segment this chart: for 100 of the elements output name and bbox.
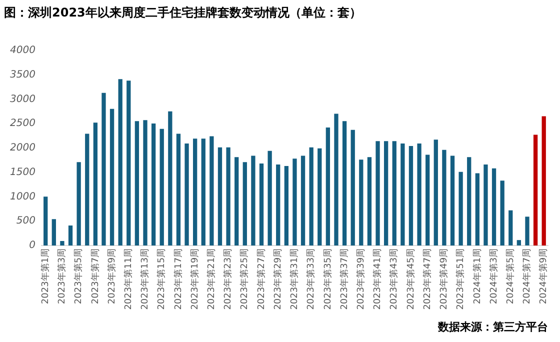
x-tick-label: 2024年第9周 — [538, 248, 550, 304]
bar — [408, 146, 414, 246]
bar — [442, 150, 446, 246]
x-tick-label: 2023年第45周 — [405, 248, 416, 310]
bar — [516, 240, 522, 246]
y-tick-label: 4000 — [10, 44, 36, 56]
bar — [218, 147, 222, 246]
bar — [102, 92, 106, 246]
x-tick-label: 2023年第7周 — [90, 248, 101, 304]
bar — [143, 120, 148, 246]
bar — [334, 114, 338, 246]
bar — [85, 134, 90, 246]
x-tick-label: 2023年第21周 — [206, 248, 218, 310]
bar — [450, 156, 455, 246]
bar — [309, 147, 314, 246]
bar — [508, 210, 513, 246]
x-tick-label: 2023年第9周 — [106, 248, 118, 304]
y-tick-label: 2000 — [10, 142, 36, 154]
bar — [384, 141, 388, 246]
y-tick-label: 1000 — [10, 191, 36, 202]
x-tick-label: 2023年第11周 — [122, 248, 134, 310]
x-tick-label: 2023年第41周 — [372, 248, 384, 310]
bar — [268, 150, 272, 246]
x-tick-label: 2023年第39周 — [356, 248, 366, 310]
source-note: 数据来源：第三方平台 — [437, 320, 548, 334]
x-tick-label: 2023年第37周 — [338, 248, 350, 310]
bar — [201, 138, 206, 246]
bar — [210, 136, 214, 246]
bar — [467, 157, 472, 246]
x-tick-label: 2023年第27周 — [256, 248, 267, 310]
x-tick-label: 2023年第19周 — [189, 248, 200, 310]
bar — [52, 219, 56, 246]
x-tick-label: 2023年第23周 — [222, 248, 234, 310]
bar — [76, 162, 81, 246]
bar — [326, 127, 330, 246]
bar — [60, 241, 64, 246]
x-tick-label: 2023年第29周 — [272, 248, 284, 310]
chart-title: 图：深圳2023年以来周度二手住宅挂牌套数变动情况（单位：套） — [4, 5, 362, 20]
bar — [475, 173, 480, 246]
bar — [500, 180, 504, 246]
bar — [426, 154, 430, 246]
bar — [242, 162, 247, 246]
bar — [318, 148, 322, 246]
bar — [542, 116, 546, 246]
x-tick-label: 2023年第5周 — [73, 248, 84, 304]
y-tick-label: 2500 — [10, 118, 36, 130]
y-tick-label: 3500 — [10, 69, 36, 80]
bar — [151, 124, 156, 246]
x-tick-label: 2024年第1周 — [472, 248, 483, 304]
bar — [492, 168, 496, 246]
x-tick-label: 2023年第47周 — [422, 248, 433, 310]
bar — [359, 160, 364, 246]
x-tick-label: 2024年第7周 — [522, 248, 533, 304]
bar — [176, 134, 181, 246]
bar — [350, 130, 355, 246]
bar — [251, 156, 256, 246]
bar — [400, 144, 405, 246]
x-tick-label: 2024年第3周 — [488, 248, 500, 304]
y-tick-label: 0 — [29, 240, 36, 252]
x-tick-label: 2023年第25周 — [239, 248, 250, 310]
bar — [184, 144, 189, 246]
bar — [134, 121, 140, 246]
bar — [118, 79, 122, 246]
bar — [93, 122, 98, 246]
x-tick-label: 2023年第3周 — [56, 248, 68, 304]
x-tick-label: 2023年第35周 — [322, 248, 334, 310]
bar — [234, 157, 239, 246]
x-tick-label: 2023年第13周 — [140, 248, 151, 310]
bar — [226, 147, 230, 246]
bar — [292, 158, 297, 246]
x-tick-label: 2023年第17周 — [172, 248, 184, 310]
y-tick-label: 1500 — [10, 166, 36, 178]
bar — [110, 108, 114, 246]
y-tick-label: 500 — [16, 216, 36, 227]
bar — [376, 141, 380, 246]
bar — [160, 128, 164, 246]
bar — [193, 138, 198, 246]
bar — [484, 164, 488, 246]
bar — [533, 134, 538, 246]
x-tick-label: 2023年第1周 — [40, 248, 51, 304]
x-tick-label: 2023年第33周 — [306, 248, 317, 310]
bar — [458, 172, 463, 246]
x-tick-label: 2023年第31周 — [289, 248, 300, 310]
x-tick-label: 2023年第43周 — [388, 248, 400, 310]
bar — [300, 156, 306, 246]
bar — [68, 225, 73, 246]
x-tick-label: 2023年第51周 — [455, 248, 466, 310]
bar — [434, 140, 438, 246]
x-tick-label: 2024年第5周 — [504, 248, 516, 304]
x-tick-label: 2023年第49周 — [438, 248, 450, 310]
bar — [259, 164, 264, 246]
bar — [276, 164, 280, 246]
bar — [168, 111, 172, 246]
bar — [525, 216, 530, 246]
bar — [417, 144, 422, 246]
bar — [126, 80, 131, 246]
x-tick-label: 2023年第15周 — [156, 248, 168, 310]
bar — [392, 141, 396, 246]
y-tick-label: 3000 — [10, 94, 36, 105]
bar — [342, 121, 347, 246]
